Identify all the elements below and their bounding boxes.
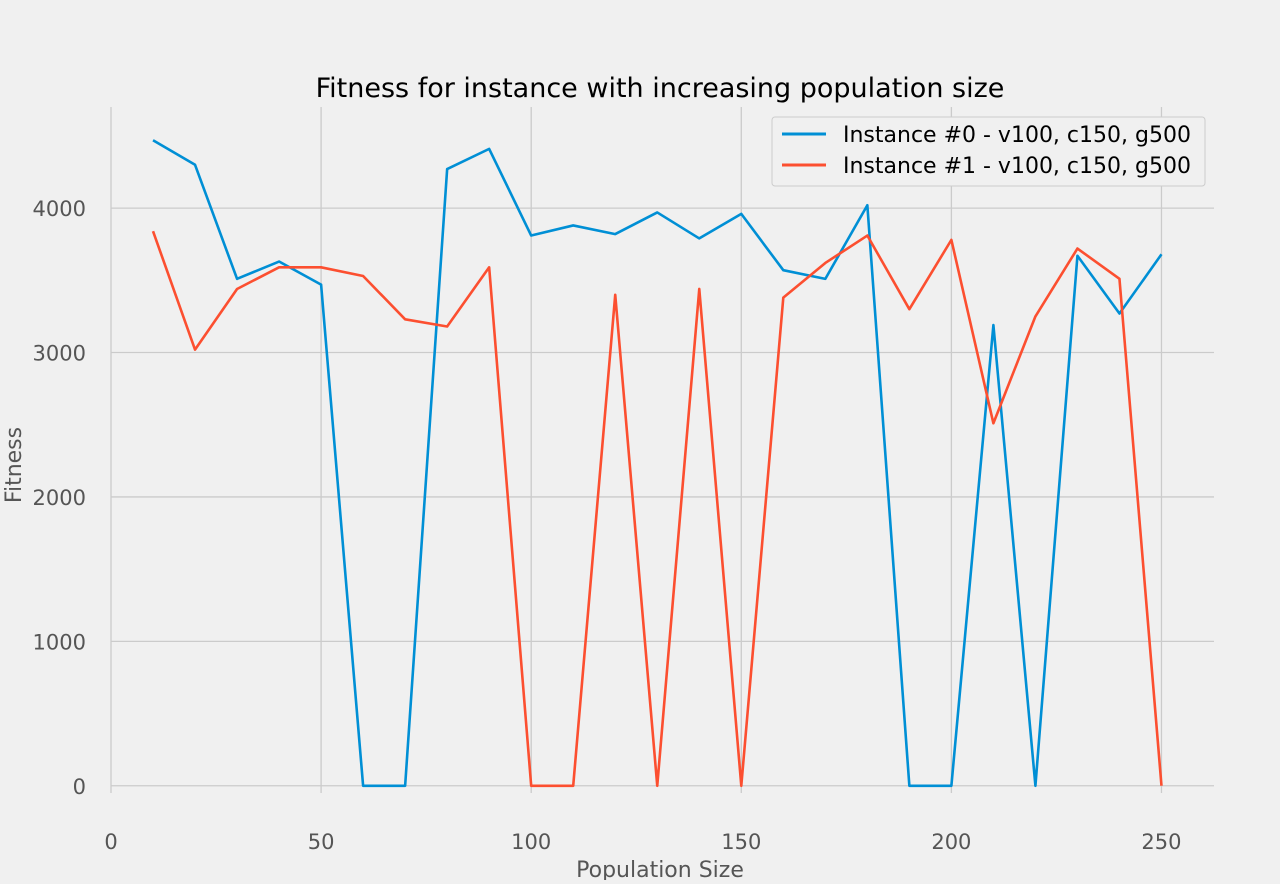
x-tick-label: 150 <box>721 830 761 854</box>
x-tick-label: 200 <box>931 830 971 854</box>
legend: Instance #0 - v100, c150, g500 Instance … <box>771 116 1206 187</box>
series-line-instance-0 <box>152 139 1163 788</box>
y-tick-label: 0 <box>73 775 86 799</box>
legend-label-instance-1: Instance #1 - v100, c150, g500 <box>843 154 1191 179</box>
tick-labels: 0 50 100 150 200 250 0 1000 2000 3000 4000 <box>33 197 1182 854</box>
data-series <box>151 139 1163 788</box>
legend-label-instance-0: Instance #0 - v100, c150, g500 <box>843 123 1191 148</box>
x-tick-label: 250 <box>1141 830 1181 854</box>
x-axis-label: Population Size <box>576 858 744 880</box>
y-tick-label: 1000 <box>33 630 86 654</box>
y-tick-label: 3000 <box>33 342 86 366</box>
chart-title: Fitness for instance with increasing pop… <box>316 73 1005 104</box>
y-tick-label: 4000 <box>33 197 86 221</box>
y-axis-label: Fitness <box>2 427 27 503</box>
series-line-instance-1 <box>151 230 1163 788</box>
x-tick-label: 50 <box>308 830 335 854</box>
grid-lines <box>110 107 1214 793</box>
y-tick-label: 2000 <box>33 486 86 510</box>
legend-box <box>771 116 1206 187</box>
x-tick-label: 0 <box>104 830 117 854</box>
x-tick-label: 100 <box>511 830 551 854</box>
